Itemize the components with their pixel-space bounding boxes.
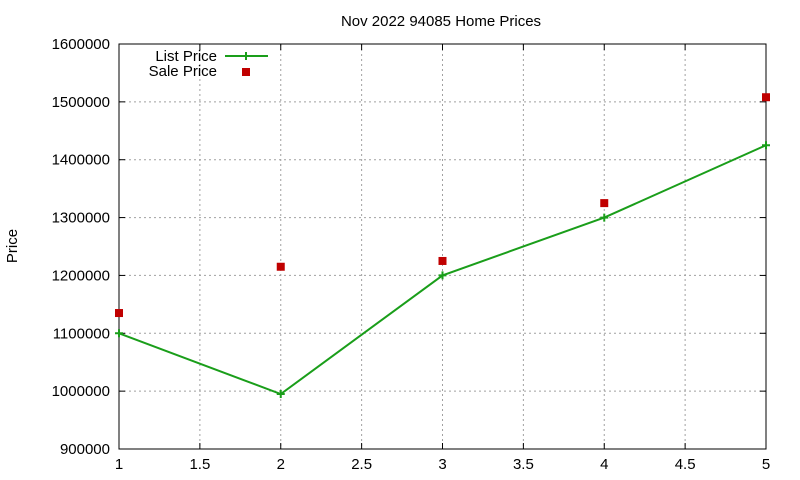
sale-price-point — [600, 199, 609, 208]
chart-title: Nov 2022 94085 Home Prices — [341, 13, 541, 30]
list-price-point — [115, 329, 123, 338]
legend-swatch-sale-price — [242, 68, 250, 76]
list-price-point — [600, 213, 609, 222]
legend: List Price Sale Price — [149, 48, 268, 80]
x-tick-label: 1.5 — [189, 456, 210, 473]
y-tick-label: 1100000 — [53, 325, 110, 342]
list-price-point — [438, 271, 447, 280]
axis-ticks: 1 1.5 2 2.5 3 3.5 4 4.5 5 900000 1000000 1100000 120… — [52, 36, 771, 473]
x-tick-label: 2.5 — [351, 456, 372, 473]
y-tick-label: 900000 — [60, 441, 110, 458]
list-price-point — [762, 141, 770, 150]
legend-marker-list-price — [242, 52, 250, 60]
y-tick-label: 1500000 — [52, 94, 110, 111]
sale-price-point — [438, 256, 447, 265]
sale-price-point — [276, 262, 285, 271]
x-tick-label: 5 — [762, 456, 770, 473]
x-tick-label: 3 — [438, 456, 446, 473]
x-tick-label: 2 — [277, 456, 285, 473]
grid-lines — [119, 44, 766, 449]
y-tick-label: 1400000 — [52, 152, 110, 169]
list-price-point — [276, 390, 285, 399]
x-tick-label: 1 — [115, 456, 123, 473]
y-tick-label: 1600000 — [52, 36, 110, 53]
x-tick-label: 4.5 — [675, 456, 696, 473]
series-layer — [115, 93, 770, 399]
x-tick-label: 3.5 — [513, 456, 534, 473]
y-axis-label: Price — [4, 229, 21, 263]
y-tick-label: 1300000 — [52, 210, 110, 227]
sale-price-point — [762, 93, 770, 102]
x-tick-label: 4 — [600, 456, 608, 473]
sale-price-point — [115, 309, 123, 318]
y-tick-label: 1000000 — [52, 383, 110, 400]
legend-label-list-price: List Price — [155, 48, 217, 65]
legend-label-sale-price: Sale Price — [149, 63, 217, 80]
y-tick-label: 1200000 — [52, 267, 110, 284]
